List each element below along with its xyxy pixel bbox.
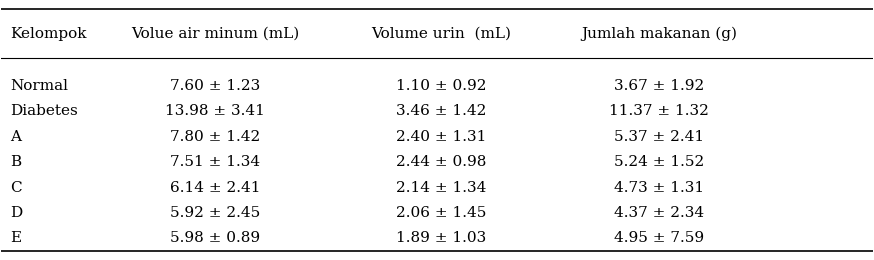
Text: B: B (10, 155, 21, 169)
Text: Jumlah makanan (g): Jumlah makanan (g) (581, 26, 737, 41)
Text: Volume urin  (mL): Volume urin (mL) (371, 27, 511, 41)
Text: 2.14 ± 1.34: 2.14 ± 1.34 (396, 180, 487, 194)
Text: D: D (10, 206, 23, 220)
Text: 5.24 ± 1.52: 5.24 ± 1.52 (614, 155, 704, 169)
Text: 7.51 ± 1.34: 7.51 ± 1.34 (170, 155, 260, 169)
Text: A: A (10, 130, 21, 144)
Text: 2.44 ± 0.98: 2.44 ± 0.98 (396, 155, 487, 169)
Text: 6.14 ± 2.41: 6.14 ± 2.41 (170, 180, 260, 194)
Text: 1.10 ± 0.92: 1.10 ± 0.92 (396, 79, 487, 93)
Text: C: C (10, 180, 22, 194)
Text: 7.80 ± 1.42: 7.80 ± 1.42 (170, 130, 260, 144)
Text: 13.98 ± 3.41: 13.98 ± 3.41 (165, 105, 265, 119)
Text: 2.40 ± 1.31: 2.40 ± 1.31 (396, 130, 487, 144)
Text: E: E (10, 231, 21, 245)
Text: Volue air minum (mL): Volue air minum (mL) (131, 27, 299, 41)
Text: 4.73 ± 1.31: 4.73 ± 1.31 (614, 180, 704, 194)
Text: Kelompok: Kelompok (10, 27, 87, 41)
Text: 5.92 ± 2.45: 5.92 ± 2.45 (170, 206, 260, 220)
Text: 3.67 ± 1.92: 3.67 ± 1.92 (614, 79, 704, 93)
Text: 5.98 ± 0.89: 5.98 ± 0.89 (170, 231, 260, 245)
Text: 5.37 ± 2.41: 5.37 ± 2.41 (614, 130, 704, 144)
Text: 4.95 ± 7.59: 4.95 ± 7.59 (614, 231, 704, 245)
Text: 2.06 ± 1.45: 2.06 ± 1.45 (396, 206, 487, 220)
Text: 3.46 ± 1.42: 3.46 ± 1.42 (396, 105, 487, 119)
Text: 7.60 ± 1.23: 7.60 ± 1.23 (170, 79, 260, 93)
Text: Normal: Normal (10, 79, 68, 93)
Text: 1.89 ± 1.03: 1.89 ± 1.03 (396, 231, 487, 245)
Text: Diabetes: Diabetes (10, 105, 78, 119)
Text: 11.37 ± 1.32: 11.37 ± 1.32 (609, 105, 709, 119)
Text: 4.37 ± 2.34: 4.37 ± 2.34 (614, 206, 704, 220)
